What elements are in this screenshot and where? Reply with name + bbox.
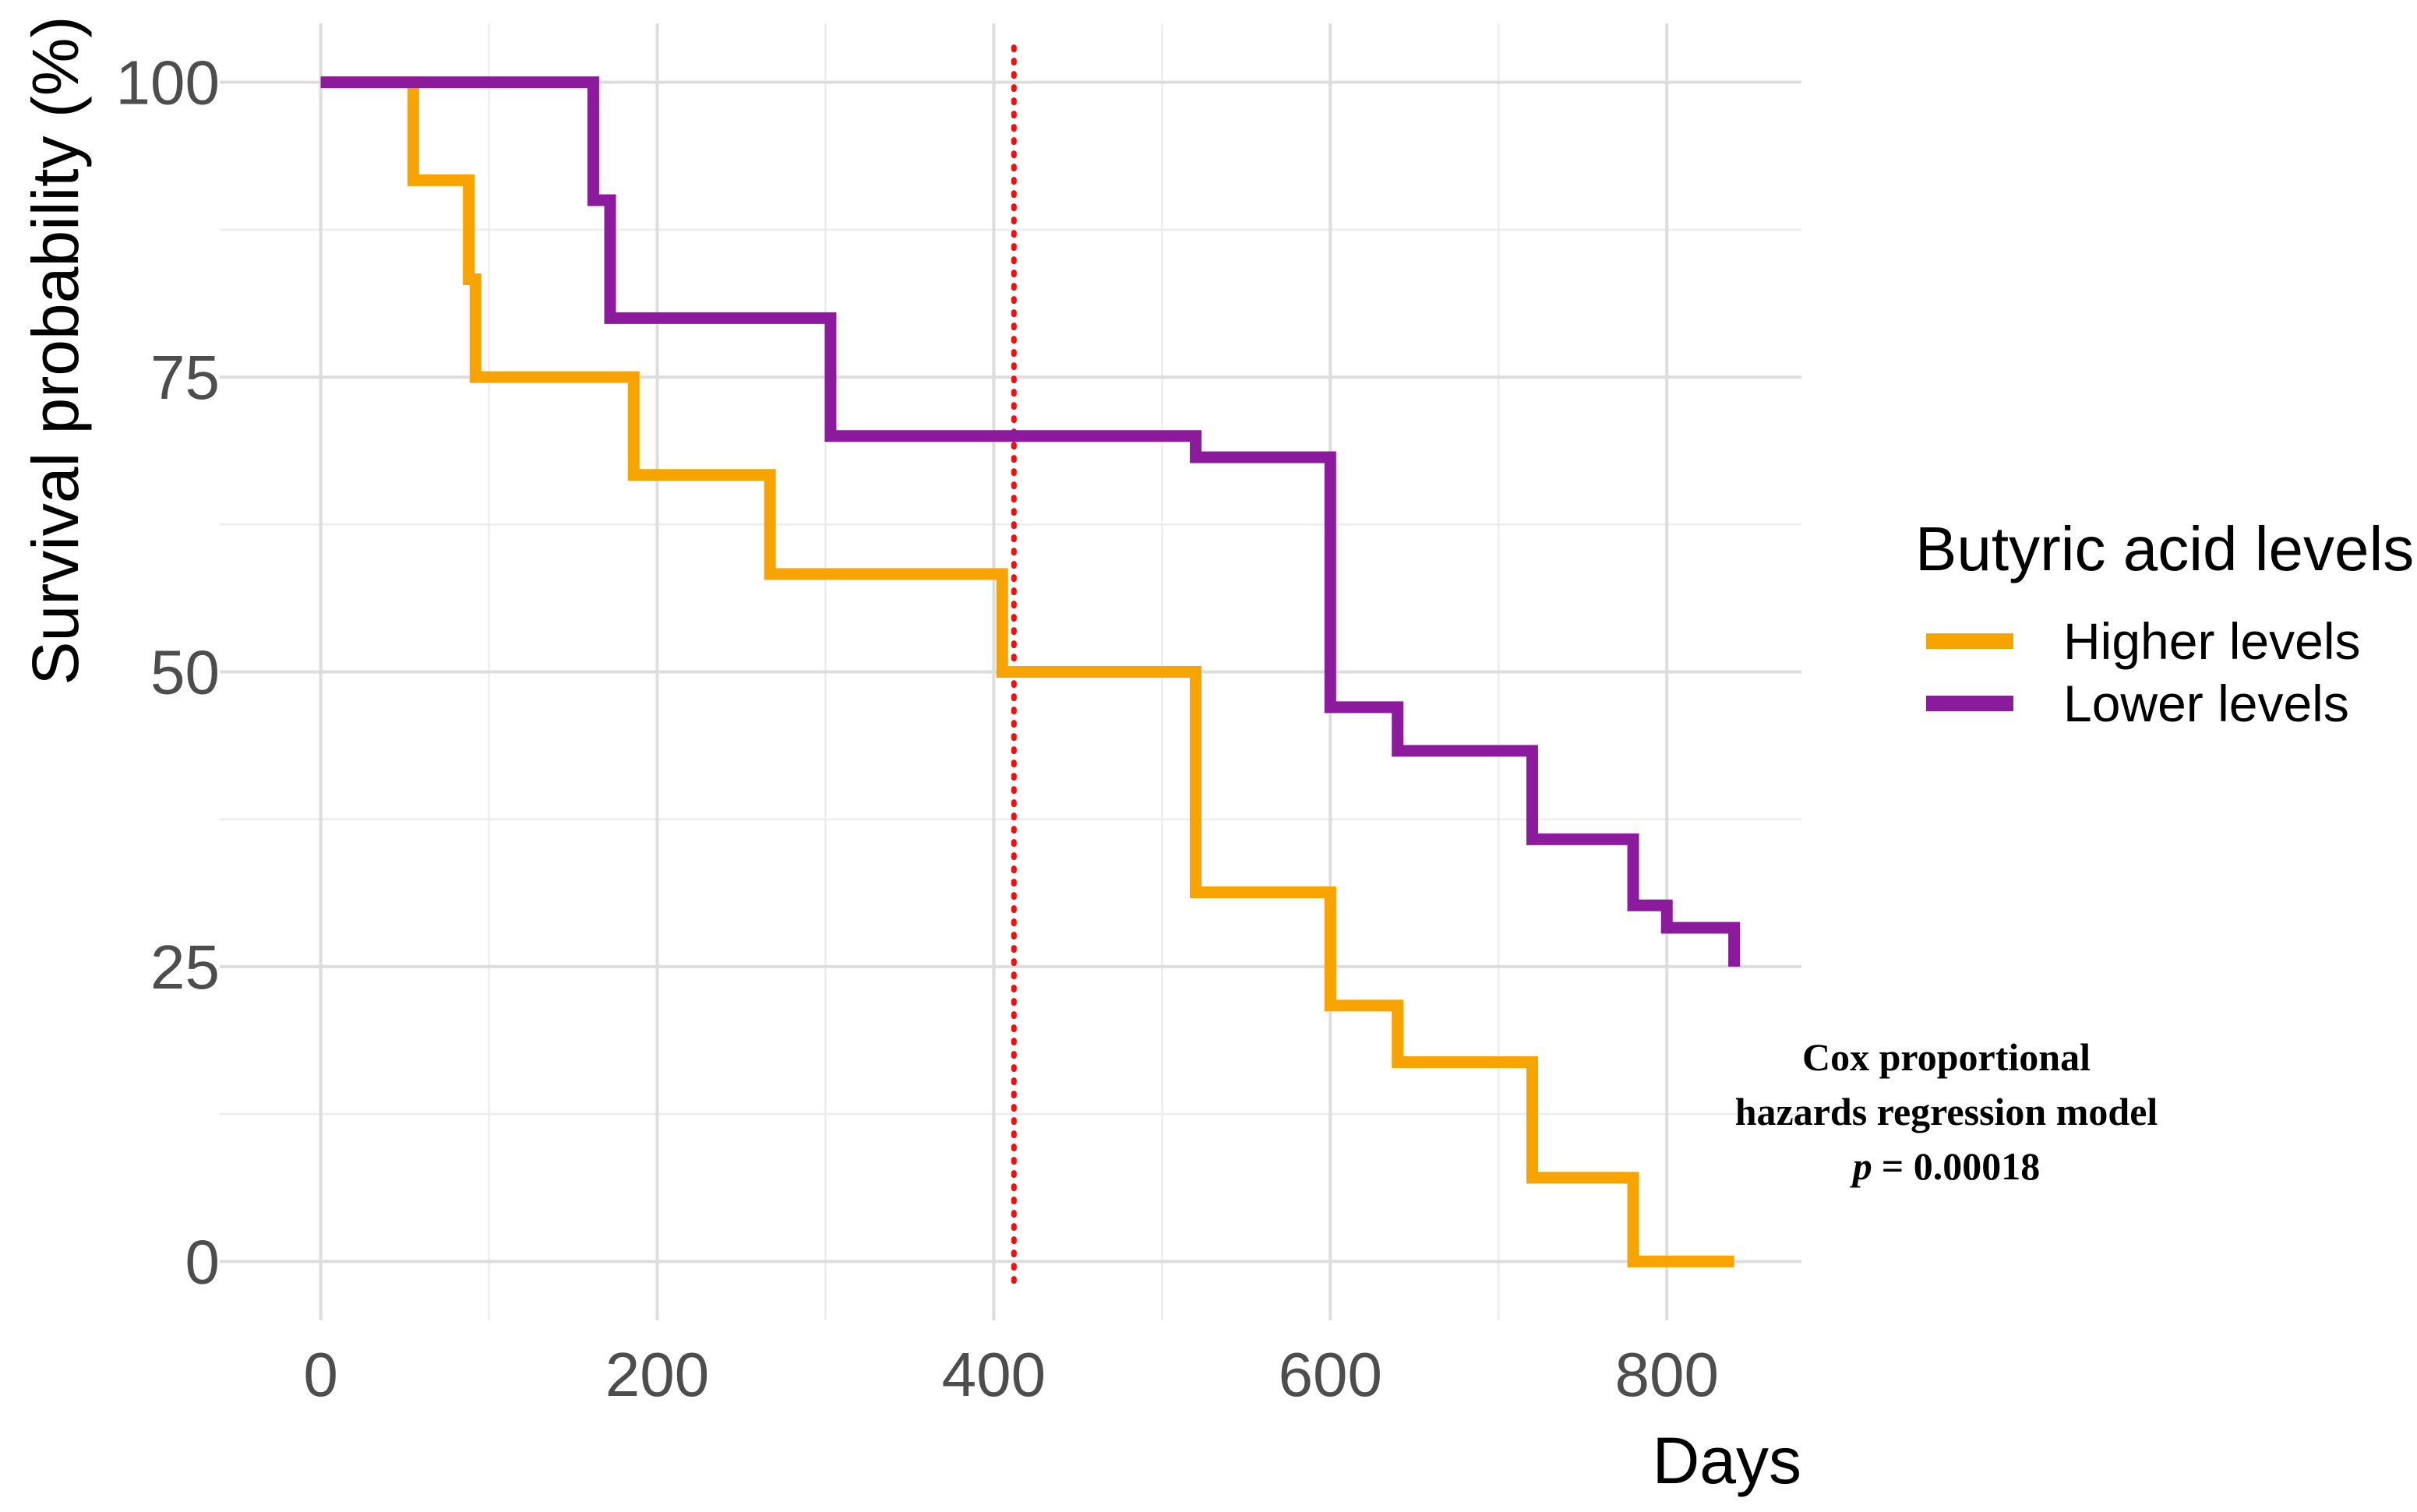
legend: Butyric acid levels Higher levels Lower … [1915,514,2414,732]
x-axis-title: Days [1653,1424,1801,1497]
y-tick-label: 75 [150,343,220,412]
annotation-p-symbol: p [1850,1144,1872,1188]
y-tick-label: 0 [185,1227,221,1296]
survival-curve-lower-levels [320,76,1741,967]
y-tick-label: 25 [150,932,220,1002]
x-tick-label: 400 [942,1340,1046,1409]
grid-major [220,23,1801,1320]
x-tick-label: 0 [303,1340,338,1409]
survival-curve-higher-levels [320,76,1734,1267]
x-tick-label: 200 [605,1340,709,1409]
cox-annotation: Cox proportional hazards regression mode… [1735,1035,2158,1188]
y-tick-label: 100 [116,48,220,118]
legend-title: Butyric acid levels [1915,514,2414,583]
y-axis-title: Survival probability (%) [19,16,92,686]
annotation-p-number: = 0.00018 [1882,1144,2041,1188]
series-layer [320,76,1741,1267]
annotation-line-1: Cox proportional [1802,1035,2091,1079]
x-tick-label: 600 [1279,1340,1382,1409]
y-tick-label: 50 [150,638,220,707]
legend-label-lower-levels: Lower levels [2063,675,2349,732]
annotation-p-value: p = 0.00018 [1850,1144,2041,1188]
x-tick-label: 800 [1614,1340,1718,1409]
grid-minor [220,23,1801,1320]
annotation-line-2: hazards regression model [1735,1090,2158,1133]
legend-label-higher-levels: Higher levels [2063,612,2361,670]
y-tick-labels: 0 25 50 75 100 [116,48,220,1297]
x-tick-labels: 0 200 400 600 800 [303,1340,1719,1409]
